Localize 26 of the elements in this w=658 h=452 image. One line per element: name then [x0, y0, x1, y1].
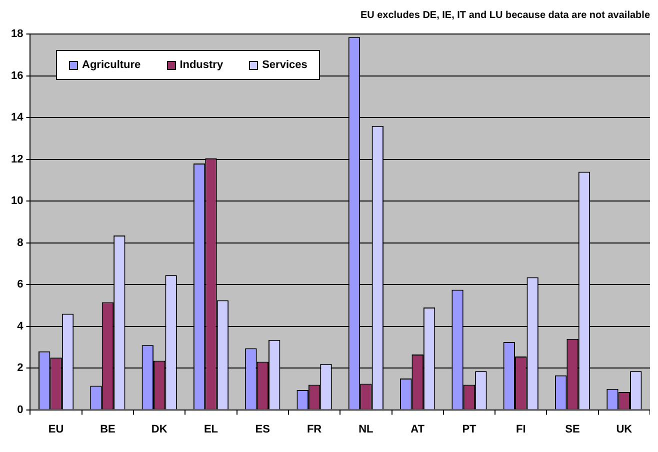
- y-tick-label: 10: [10, 195, 24, 208]
- y-tick-label: 16: [10, 70, 24, 82]
- y-tick-label: 18: [10, 28, 24, 40]
- y-tick-label: 14: [10, 112, 24, 124]
- x-tick-label: BE: [100, 423, 116, 436]
- y-tick-label: 6: [17, 278, 24, 291]
- text: EU excludes DE, IE, IT and LU because data are not available: [360, 10, 650, 21]
- y-tick-label: 12: [10, 153, 24, 166]
- x-tick-label: PT: [462, 423, 477, 436]
- x-tick-label: EU: [48, 423, 64, 436]
- y-tick-label: 4: [17, 320, 24, 332]
- x-tick-label: SE: [565, 423, 580, 436]
- x-tick-label: AT: [410, 423, 425, 436]
- legend-label: Agriculture: [82, 59, 141, 71]
- x-tick-label: UK: [616, 423, 632, 436]
- legend-label: Services: [262, 59, 308, 71]
- x-tick-label: ES: [255, 423, 270, 436]
- x-tick-label: DK: [151, 423, 168, 436]
- x-tick-label: FI: [516, 423, 526, 436]
- legend-label: Industry: [180, 59, 224, 71]
- y-tick-label: 2: [17, 362, 24, 374]
- y-tick-label: 8: [17, 236, 24, 249]
- x-tick-label: NL: [358, 423, 374, 436]
- x-tick-label: FR: [306, 423, 322, 436]
- x-tick-label: EL: [204, 423, 218, 436]
- y-tick-label: 0: [17, 404, 24, 416]
